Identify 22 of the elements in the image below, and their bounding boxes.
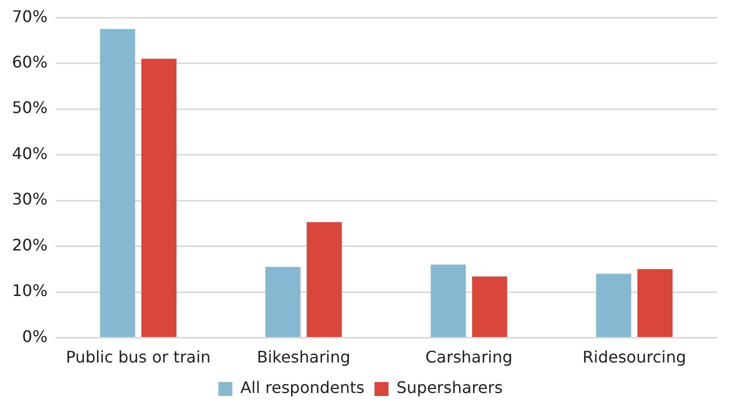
bar xyxy=(637,269,673,338)
y-tick-label: 50% xyxy=(12,98,48,118)
x-tick-label: Ridesourcing xyxy=(582,348,686,367)
bar xyxy=(430,264,466,338)
y-tick-label: 30% xyxy=(12,190,48,209)
y-tick-label: 70% xyxy=(12,6,48,26)
y-tick-label: 40% xyxy=(12,144,48,163)
bar xyxy=(265,266,300,338)
bar xyxy=(100,29,136,338)
x-tick-label: Bikesharing xyxy=(256,348,350,367)
y-tick-label: 10% xyxy=(12,281,48,300)
legend-label: Supersharers xyxy=(396,378,503,398)
x-tick-label: Carsharing xyxy=(425,348,513,367)
y-tick-label: 60% xyxy=(12,52,48,72)
legend-label: All respondents xyxy=(240,378,365,398)
bar xyxy=(306,222,342,338)
y-tick-label: 20% xyxy=(12,235,48,254)
bar xyxy=(472,276,508,338)
y-tick-label: 0% xyxy=(22,326,48,346)
x-tick-label: Public bus or train xyxy=(66,348,211,367)
bar xyxy=(596,274,632,338)
bar xyxy=(141,58,176,338)
